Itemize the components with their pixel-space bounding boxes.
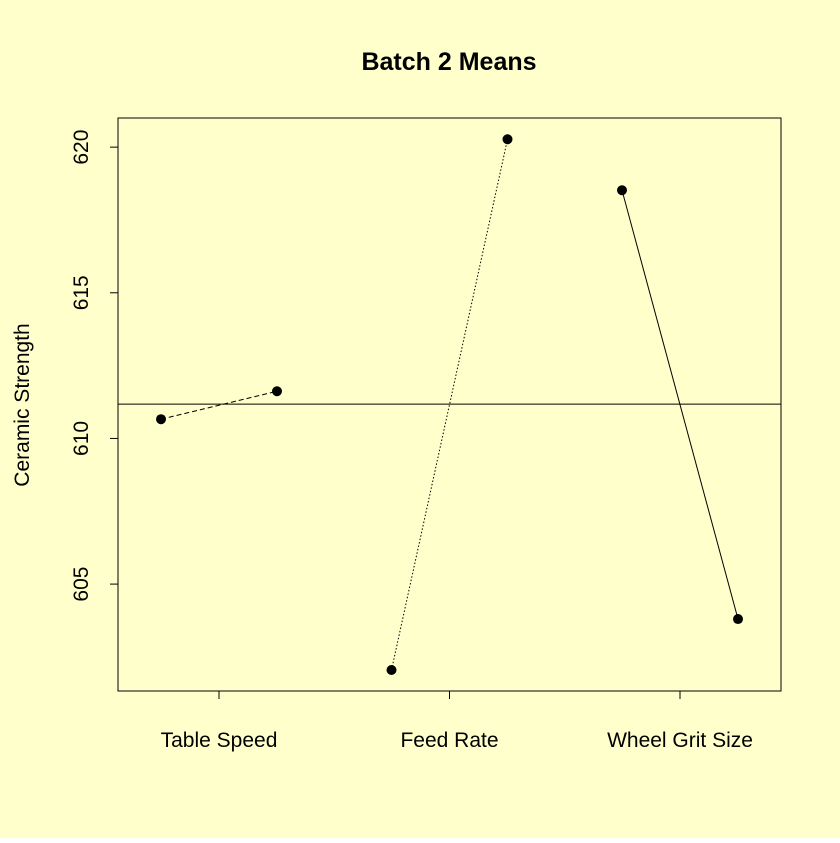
x-tick-label: Wheel Grit Size — [607, 729, 753, 752]
effect-line — [160, 390, 278, 420]
y-tick-label: 615 — [70, 275, 93, 310]
effect-line — [391, 139, 508, 671]
chart-title: Batch 2 Means — [361, 48, 536, 76]
y-tick-label: 610 — [70, 421, 93, 456]
effect-line — [621, 190, 739, 620]
point — [617, 185, 627, 196]
x-tick-label: Table Speed — [161, 729, 278, 752]
point — [733, 614, 743, 625]
point — [502, 134, 513, 145]
x-tick-label: Feed Rate — [400, 729, 498, 752]
point — [272, 386, 282, 397]
y-tick-label: 620 — [70, 130, 93, 165]
point — [156, 414, 166, 425]
point — [386, 665, 397, 676]
y-axis-label: Ceramic Strength — [11, 323, 34, 486]
y-tick-label: 605 — [70, 567, 93, 602]
